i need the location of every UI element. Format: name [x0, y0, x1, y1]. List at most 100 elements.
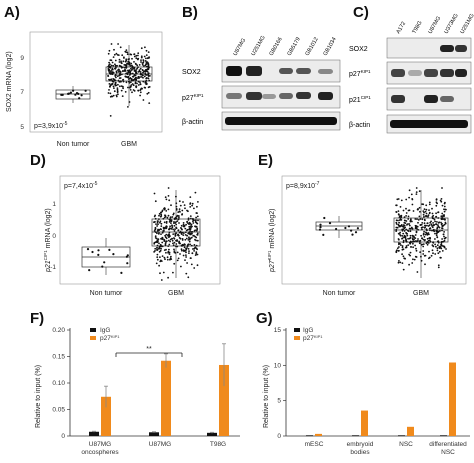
- panel-d-gbm-point: [165, 198, 168, 201]
- panel-d-gbm-point: [194, 221, 197, 223]
- panel-e-gbm-point: [440, 198, 443, 200]
- panel-d-gbm-point: [176, 251, 179, 254]
- panel-d-gbm-point: [160, 237, 162, 240]
- panel-a-gbm-point: [135, 57, 138, 60]
- panel-a-gbm-point: [117, 83, 119, 86]
- panel-b-row-sox2: SOX2: [182, 59, 341, 83]
- panel-d-gbm-point: [194, 191, 197, 194]
- panel-d-gbm-point: [186, 234, 189, 237]
- panel-f-bar-p27: [219, 364, 229, 436]
- panel-d-gbm-point: [162, 271, 165, 274]
- panel-e-gbm-point: [400, 199, 403, 202]
- panel-e-gbm-point: [434, 220, 436, 223]
- panel-e-gbm-point: [441, 222, 443, 225]
- panel-c-lane-3: U373MG: [444, 13, 460, 35]
- panel-e-label: E): [258, 152, 273, 169]
- panel-a-gbm-point: [110, 59, 113, 62]
- panel-a-gbm-point: [125, 49, 128, 51]
- panel-e-gbm-point: [424, 219, 426, 222]
- panel-d-gbm-point: [195, 244, 198, 247]
- panel-d-gbm-point: [156, 244, 159, 247]
- panel-d-gbm-point: [178, 200, 181, 203]
- panel-a-gbm-point: [129, 65, 132, 67]
- panel-d-gbm-point: [180, 248, 183, 251]
- panel-a-gbm-point: [110, 73, 112, 75]
- panel-a-gbm-point: [130, 69, 133, 71]
- panel-a-gbm-point: [127, 58, 130, 61]
- panel-a-gbm-point: [123, 66, 126, 69]
- panel-a-gbm-point: [112, 85, 115, 88]
- panel-d-gbm-point: [163, 256, 166, 259]
- panel-d-gbm-point: [185, 237, 188, 240]
- panel-d-gbm-point: [169, 225, 172, 228]
- panel-a-gbm-point: [117, 93, 119, 96]
- panel-a-gbm-point: [107, 92, 110, 94]
- panel-d-gbm-point: [168, 231, 171, 234]
- panel-a-cat-gbm: GBM: [121, 141, 137, 148]
- panel-e-gbm-point: [416, 271, 419, 273]
- panel-e-gbm-point: [430, 223, 433, 226]
- panel-a-gbm-point: [120, 60, 122, 63]
- panel-b: B) U87MG U251MG GB0166 GB5179 GB1012 GB1034 S…: [178, 0, 343, 135]
- panel-d-gbm-point: [172, 244, 175, 247]
- panel-a-gbm-point: [136, 64, 139, 67]
- panel-a-gbm-point: [108, 61, 110, 64]
- panel-d-gbm-point: [182, 222, 185, 224]
- panel-e-gbm-point: [435, 215, 438, 218]
- panel-e-gbm-point: [402, 239, 405, 242]
- panel-a-gbm-point: [144, 69, 147, 71]
- panel-a-gbm-point: [130, 62, 133, 65]
- panel-e-gbm-point: [423, 216, 425, 218]
- panel-a-gbm-point: [125, 59, 128, 62]
- panel-a-gbm-point: [145, 57, 147, 60]
- panel-e-gbm-point: [425, 232, 428, 235]
- panel-d-gbm-point: [188, 228, 191, 231]
- panel-d-gbm-point: [182, 254, 185, 257]
- panel-g-bar-p27: [361, 410, 368, 436]
- panel-d-gbm-point: [181, 238, 184, 240]
- panel-e-gbm-point: [432, 214, 435, 217]
- panel-f-yticks: 0 0.05 0.10 0.15 0.20: [52, 327, 70, 440]
- panel-e-gbm-point: [408, 253, 410, 256]
- panel-c-row-p27: p27KIP1: [349, 61, 472, 85]
- panel-d-gbm-point: [174, 245, 177, 247]
- panel-d-gbm-point: [155, 223, 157, 225]
- panel-e-gbm-point: [409, 234, 412, 237]
- panel-e-gbm-point: [427, 214, 430, 217]
- panel-d-gbm-point: [173, 241, 176, 244]
- panel-e-gbm-point: [408, 227, 411, 230]
- panel-d-gbm-point: [159, 220, 162, 223]
- panel-e-gbm-point: [415, 227, 418, 230]
- panel-d-gbm-point: [182, 234, 185, 236]
- panel-d-gbm-point: [161, 255, 164, 257]
- panel-e-gbm-point: [402, 241, 405, 244]
- panel-d-gbm-point: [179, 230, 182, 233]
- panel-e-gbm-point: [422, 250, 425, 252]
- panel-a-nontumor-point: [67, 92, 71, 95]
- panel-e-gbm-point: [416, 218, 418, 220]
- panel-d-gbm-point: [163, 240, 166, 242]
- panel-d-gbm-point: [160, 225, 163, 227]
- panel-d-gbm-point: [184, 207, 186, 210]
- panel-a-gbm-point: [124, 91, 127, 93]
- panel-e-gbm-point: [427, 239, 430, 242]
- panel-e-gbm-point: [431, 225, 433, 227]
- panel-a-gbm-point: [145, 79, 148, 82]
- panel-d-gbm-point: [165, 251, 167, 254]
- panel-f-bar-igg: [149, 432, 159, 436]
- panel-e-gbm-point: [441, 216, 444, 218]
- panel-d-gbm-point: [156, 221, 159, 224]
- panel-g-ytick-label: 10: [274, 362, 282, 369]
- panel-e-gbm-point: [424, 215, 427, 217]
- panel-a-gbm-point: [123, 57, 125, 59]
- panel-a-gbm-point: [145, 74, 148, 76]
- panel-c-blot: A172 T98G U87MG U373MG U251MG SOX2 p27KIP1 p…: [349, 13, 474, 134]
- panel-g-ylabel: Relative to input (%): [263, 365, 270, 428]
- panel-d-gbm-point: [169, 240, 172, 243]
- panel-f-legend-igg-swatch: [90, 328, 96, 332]
- panel-a-gbm-point: [143, 55, 146, 58]
- panel-d-gbm-point: [158, 264, 161, 267]
- panel-e-gbm-point: [398, 260, 400, 262]
- panel-a-gbm-point: [111, 73, 114, 76]
- panel-d-gbm-point: [196, 234, 199, 236]
